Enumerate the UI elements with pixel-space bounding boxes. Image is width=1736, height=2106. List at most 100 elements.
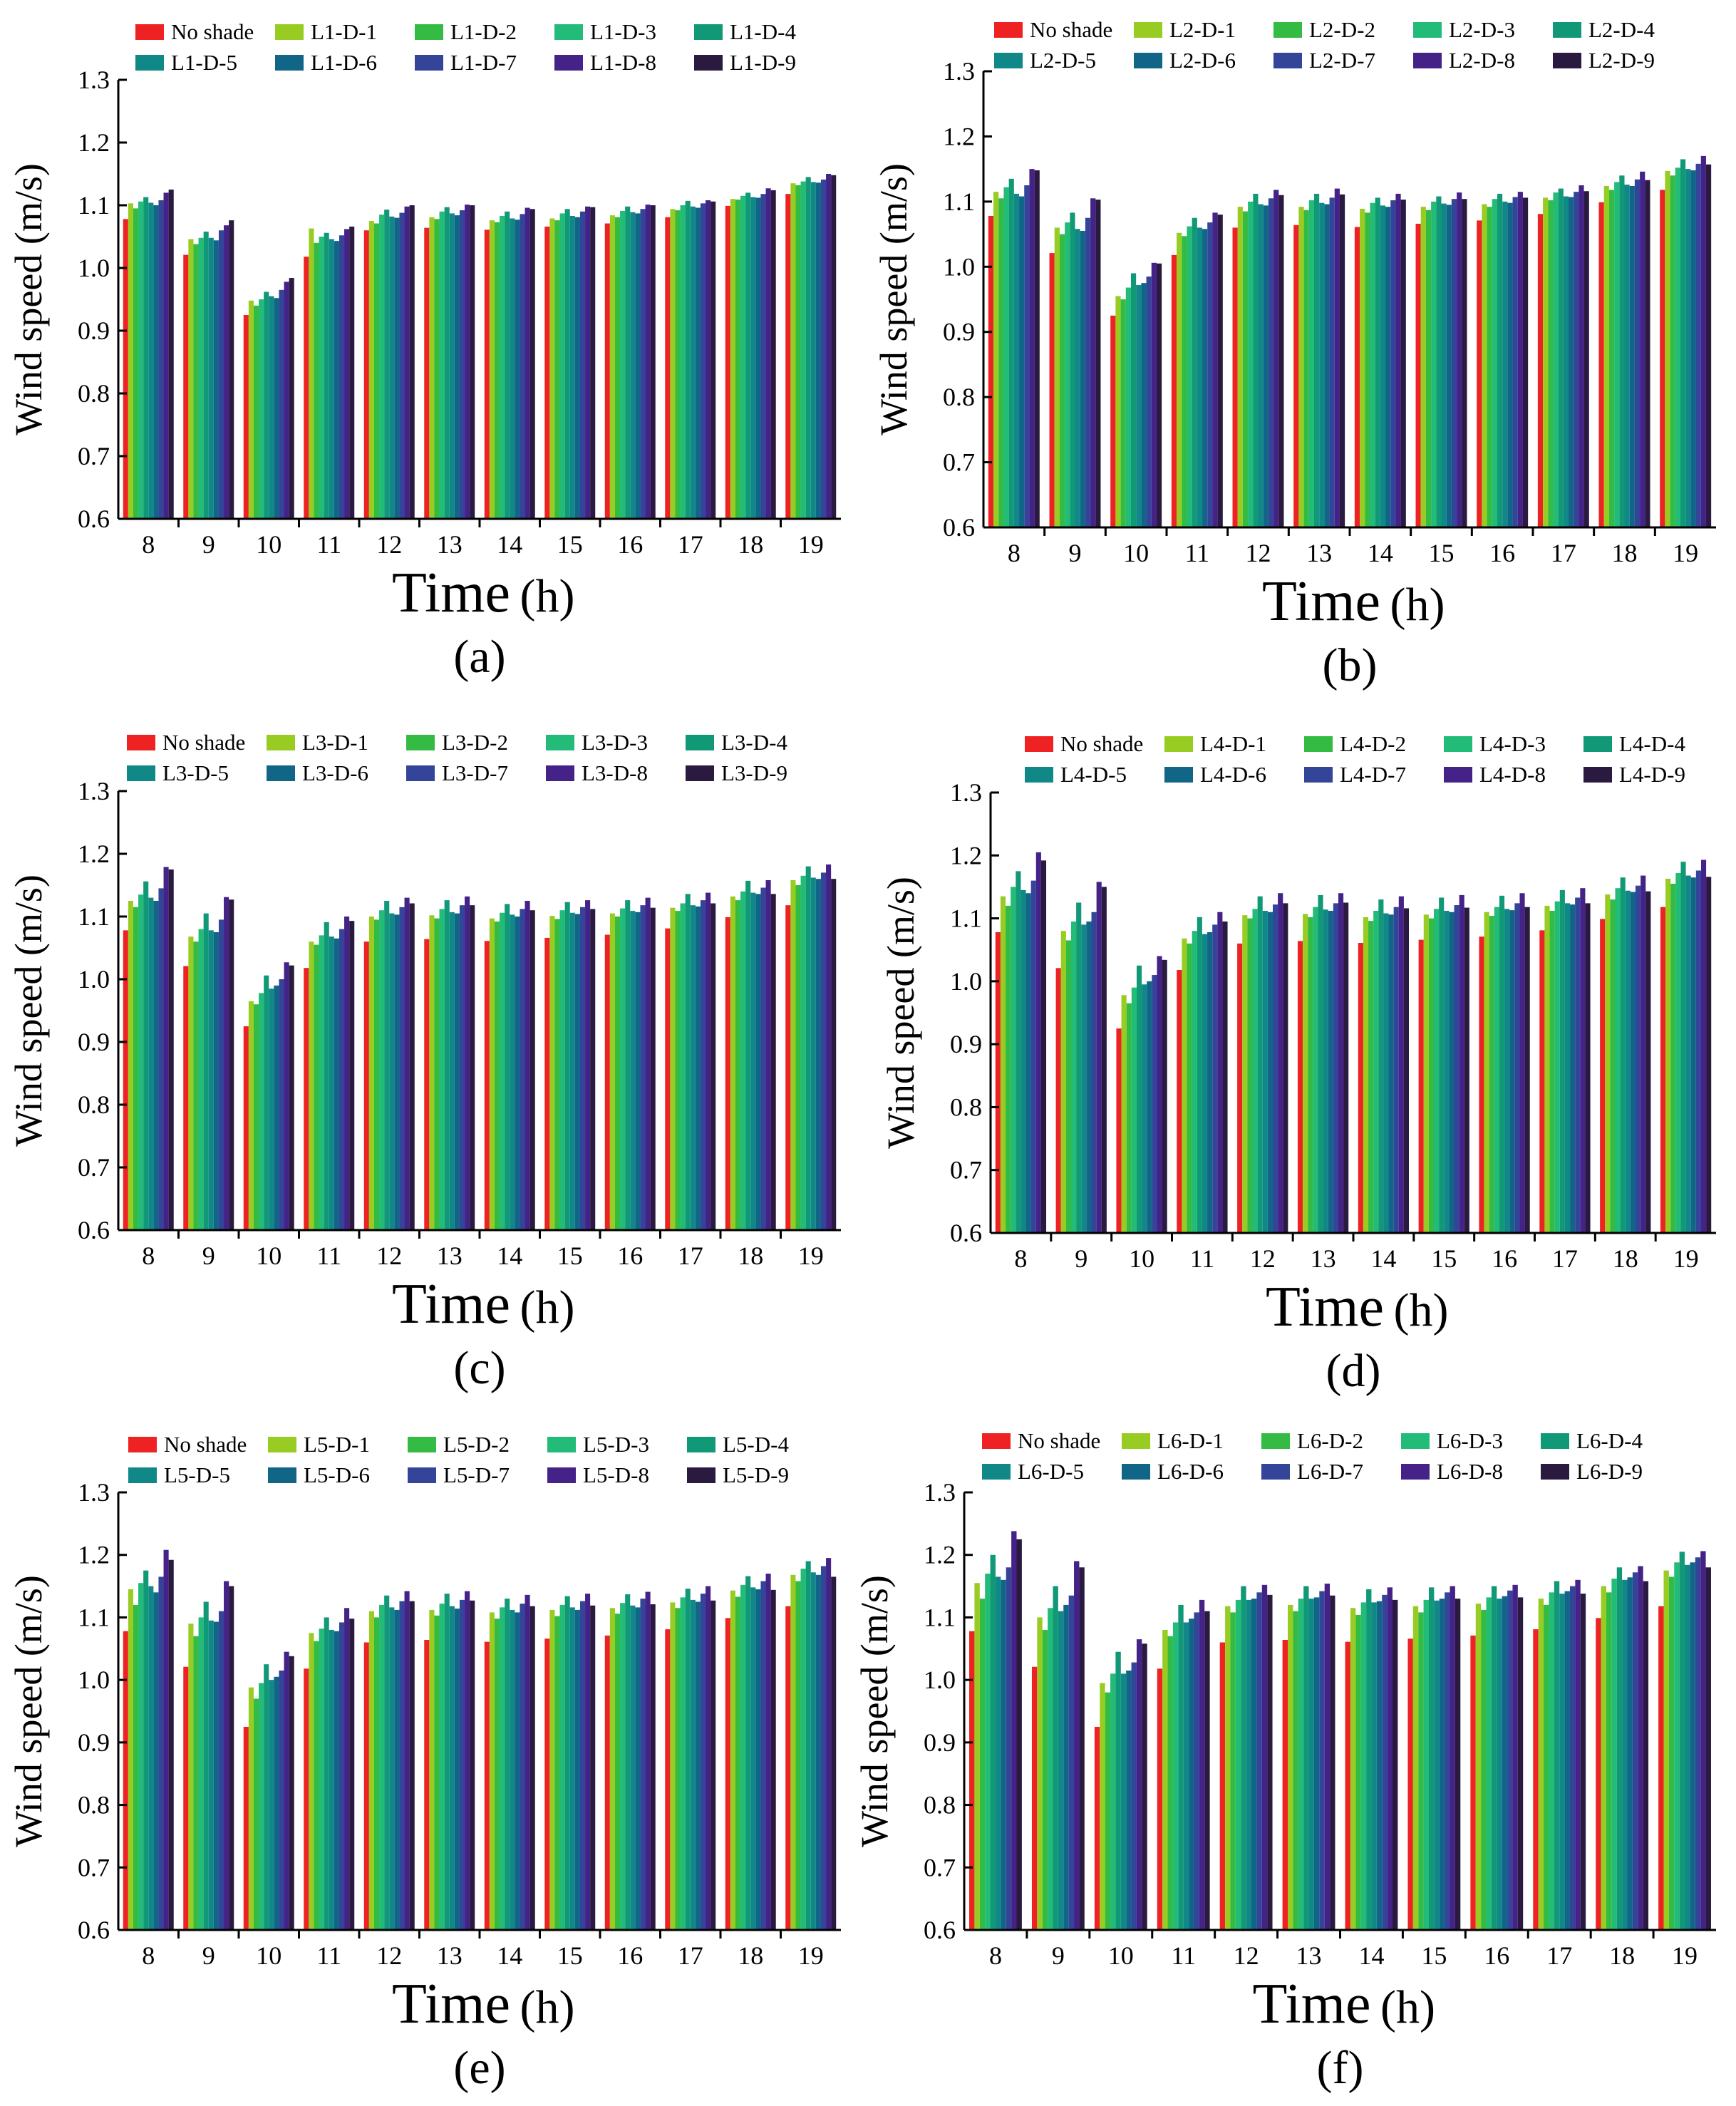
bar [183, 1666, 189, 1930]
bar [1645, 891, 1651, 1233]
bar [1324, 204, 1330, 527]
bar [344, 229, 350, 519]
bar [1219, 1642, 1226, 1930]
bar [494, 1619, 500, 1930]
bar [459, 210, 465, 519]
legend-label: L3-D-9 [721, 760, 787, 785]
bar [745, 1576, 751, 1930]
bar [1146, 277, 1152, 527]
bar [800, 875, 806, 1230]
bar [1370, 202, 1375, 527]
legend-item: L5-D-8 [547, 1462, 649, 1487]
bar [1558, 188, 1564, 527]
bar [373, 223, 380, 519]
bar [1283, 903, 1288, 1233]
bar [198, 1617, 204, 1930]
bar [1449, 912, 1455, 1233]
legend-swatch [1273, 22, 1302, 38]
bar [670, 209, 676, 519]
bar [1021, 889, 1026, 1233]
legend-item: L4-D-5 [1025, 762, 1127, 787]
bar [229, 1586, 234, 1930]
bar [1670, 884, 1676, 1233]
bar [1368, 921, 1374, 1233]
bar [1674, 1562, 1680, 1930]
bar [614, 1614, 621, 1930]
bar [1559, 1594, 1565, 1930]
bar [454, 1609, 460, 1930]
bar [1446, 205, 1452, 527]
bar [1418, 1612, 1424, 1930]
x-tick-label: 15 [557, 1941, 583, 1970]
bar [158, 888, 164, 1230]
bar [329, 1629, 334, 1930]
bar [645, 205, 651, 519]
bar [158, 1576, 164, 1930]
bar [404, 1591, 410, 1930]
bar [1313, 907, 1318, 1233]
bar [1323, 909, 1328, 1233]
bar [1507, 1590, 1513, 1930]
bar [1068, 1595, 1075, 1930]
bar [500, 912, 505, 1230]
bar [1695, 1557, 1701, 1930]
bar [198, 237, 204, 519]
bar [1126, 1003, 1132, 1233]
bar [449, 912, 455, 1230]
bar [1230, 1612, 1236, 1930]
panel-label: (f) [1317, 2042, 1364, 2094]
bar [1600, 919, 1606, 1233]
legend-item: L2-D-5 [994, 48, 1096, 73]
bar [1553, 192, 1559, 527]
x-tick-label: 10 [256, 1242, 281, 1270]
bar [304, 968, 309, 1230]
bar [1202, 934, 1208, 1233]
legend-swatch [1541, 1433, 1569, 1449]
bar [1197, 917, 1202, 1233]
bar [1554, 1581, 1560, 1930]
bar [544, 226, 550, 519]
bar [1428, 918, 1434, 1233]
bar [329, 239, 334, 519]
x-tick-label: 16 [1492, 1244, 1517, 1273]
bar [695, 207, 701, 519]
bar [314, 1641, 319, 1930]
bar [1622, 1579, 1628, 1930]
bar [279, 1670, 284, 1930]
legend-item: L1-D-6 [275, 50, 377, 75]
legend-label: L3-D-3 [582, 730, 648, 755]
bar [520, 909, 525, 1230]
bar [213, 240, 219, 519]
bar [706, 1586, 711, 1930]
bar [1024, 185, 1030, 527]
bar [1222, 921, 1228, 1233]
bar [1479, 936, 1484, 1233]
legend-label: L5-D-4 [723, 1432, 789, 1457]
bar [740, 195, 746, 519]
legend-swatch [1304, 736, 1333, 752]
legend-swatch [554, 55, 583, 71]
legend-label: L6-D-1 [1157, 1428, 1224, 1453]
legend-label: L6-D-2 [1297, 1428, 1363, 1453]
bar [248, 1687, 254, 1930]
bar [399, 1601, 405, 1930]
bar [203, 913, 209, 1230]
bar [1700, 1551, 1706, 1930]
legend-label: L2-D-7 [1309, 48, 1375, 73]
bar [1462, 199, 1467, 527]
bar [609, 913, 615, 1230]
bar [449, 1606, 455, 1930]
x-tick-label: 10 [1123, 539, 1149, 567]
legend-label: L6-D-8 [1437, 1459, 1503, 1484]
y-tick-label: 0.9 [950, 1030, 982, 1058]
bar [785, 1606, 791, 1930]
legend-label: L1-D-9 [730, 50, 796, 75]
bar [1570, 904, 1576, 1233]
bar [334, 938, 339, 1230]
bar [760, 1581, 766, 1930]
legend-label: L5-D-8 [583, 1462, 649, 1487]
y-tick-label: 1.0 [78, 254, 110, 282]
bar [785, 905, 791, 1230]
legend-swatch [408, 1437, 436, 1452]
bar [269, 296, 274, 519]
